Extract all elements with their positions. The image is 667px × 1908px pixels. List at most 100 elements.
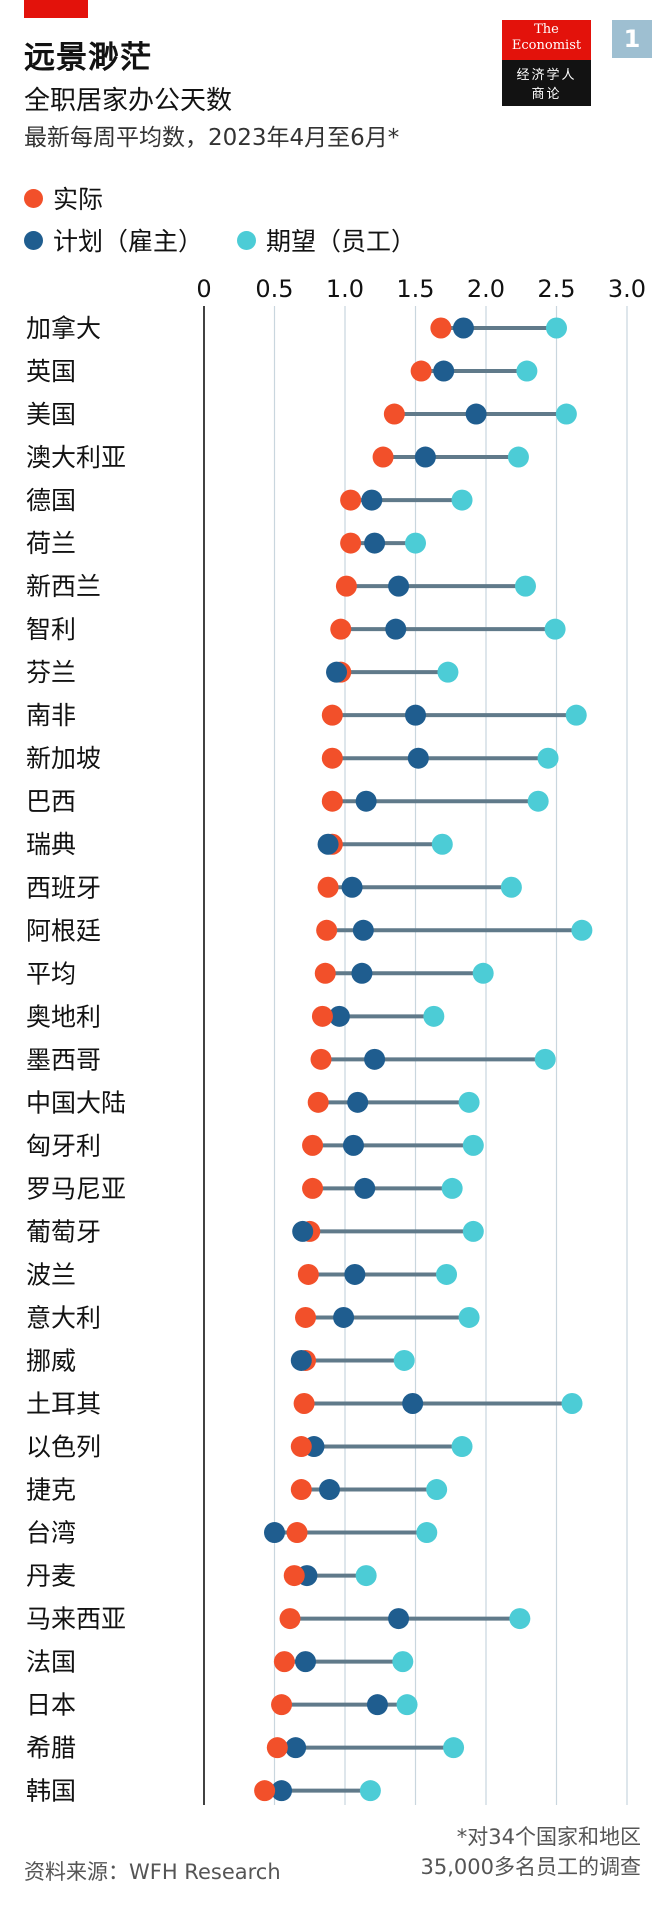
employer-dot — [414, 446, 436, 468]
employee-dot — [534, 1048, 556, 1070]
employee-dot — [516, 360, 538, 382]
legend-employee: 期望（员工） — [237, 222, 416, 258]
employer-dot — [388, 1608, 410, 1630]
employer-dot — [364, 532, 386, 554]
category-label: 丹麦 — [26, 1562, 76, 1591]
category-label: 澳大利亚 — [26, 443, 126, 472]
actual-dot — [316, 919, 338, 941]
employee-dot — [426, 1479, 448, 1501]
category-label: 日本 — [26, 1691, 76, 1720]
employer-dot — [465, 403, 487, 425]
employee-dot — [537, 747, 559, 769]
category-label: 加拿大 — [26, 314, 101, 343]
employer-dot — [354, 1177, 376, 1199]
employer-dot — [342, 1134, 364, 1156]
category-label: 捷克 — [26, 1476, 76, 1505]
employee-dot — [565, 704, 587, 726]
x-tick-label: 3.0 — [608, 275, 646, 303]
category-label: 新西兰 — [26, 572, 101, 601]
employee-dot — [458, 1091, 480, 1113]
category-label: 韩国 — [26, 1777, 76, 1806]
actual-dot — [279, 1608, 301, 1630]
employee-dot — [451, 489, 473, 511]
employer-dot — [385, 618, 407, 640]
legend-employee-dot — [237, 230, 257, 250]
employer-dot — [366, 1694, 388, 1716]
actual-dot — [321, 790, 343, 812]
category-label: 匈牙利 — [26, 1131, 101, 1160]
category-label: 智利 — [26, 615, 76, 644]
employee-dot — [423, 1005, 445, 1027]
employer-dot — [433, 360, 455, 382]
actual-dot — [283, 1565, 305, 1587]
employee-dot — [431, 833, 453, 855]
employee-dot — [544, 618, 566, 640]
employer-dot — [285, 1737, 307, 1759]
employee-dot — [561, 1393, 583, 1414]
employee-dot — [355, 1565, 377, 1587]
category-label: 希腊 — [26, 1734, 76, 1763]
employer-dot — [405, 704, 426, 726]
employer-dot — [407, 747, 429, 769]
category-label: 奥地利 — [26, 1002, 101, 1031]
employee-dot — [441, 1177, 463, 1199]
actual-dot — [295, 1306, 317, 1328]
category-label: 波兰 — [26, 1260, 76, 1289]
actual-dot — [430, 317, 452, 339]
category-label: 土耳其 — [26, 1390, 101, 1419]
employee-dot — [546, 317, 567, 339]
category-label: 阿根廷 — [26, 916, 101, 945]
category-label: 罗马尼亚 — [26, 1174, 126, 1203]
footnote-line2: 35,000多名员工的调查 — [420, 1855, 641, 1879]
employer-dot — [292, 1220, 314, 1242]
employee-dot — [500, 876, 522, 898]
x-tick-label: 2.0 — [467, 275, 505, 303]
employee-dot — [393, 1349, 415, 1371]
employer-dot — [318, 1479, 340, 1501]
x-tick-label: 2.5 — [537, 275, 575, 303]
actual-dot — [410, 360, 432, 382]
actual-dot — [307, 1091, 329, 1113]
employer-dot — [364, 1048, 386, 1070]
actual-dot — [383, 403, 405, 425]
category-label: 美国 — [26, 400, 76, 429]
category-label: 台湾 — [26, 1519, 76, 1548]
actual-dot — [302, 1134, 324, 1156]
category-label: 巴西 — [26, 787, 76, 816]
actual-dot — [266, 1737, 288, 1759]
category-label: 中国大陆 — [26, 1088, 126, 1117]
category-label: 新加坡 — [26, 744, 101, 773]
employer-dot — [402, 1393, 424, 1414]
category-label: 平均 — [26, 959, 76, 988]
employee-dot — [571, 919, 593, 941]
employee-dot — [527, 790, 549, 812]
employee-dot — [507, 446, 529, 468]
legend-actual-dot — [24, 188, 43, 208]
category-label: 荷兰 — [26, 529, 76, 558]
x-tick-label: 0 — [196, 275, 211, 303]
employer-dot — [328, 1005, 350, 1027]
employee-dot — [555, 403, 577, 425]
category-label: 德国 — [26, 486, 76, 515]
logo-line4: 商论 — [531, 87, 562, 102]
employee-dot — [462, 1134, 484, 1156]
actual-dot — [302, 1177, 324, 1199]
employer-dot — [264, 1522, 285, 1544]
actual-dot — [317, 876, 339, 898]
employee-dot — [472, 962, 494, 984]
actual-dot — [311, 1005, 333, 1027]
actual-dot — [310, 1048, 332, 1070]
employer-dot — [351, 962, 373, 984]
employee-dot — [359, 1780, 381, 1802]
actual-dot — [290, 1479, 312, 1501]
employer-dot — [452, 317, 474, 339]
category-label: 瑞典 — [26, 830, 76, 859]
category-label: 葡萄牙 — [26, 1217, 101, 1246]
employee-dot — [416, 1522, 438, 1544]
category-label: 挪威 — [26, 1346, 76, 1375]
actual-dot — [321, 747, 343, 769]
employer-dot — [326, 661, 348, 683]
legend-employer-dot — [24, 230, 43, 250]
economist-logo: The Economist 经济学人 商论 — [502, 20, 591, 106]
source-note: 资料来源：WFH Research — [24, 1860, 281, 1884]
